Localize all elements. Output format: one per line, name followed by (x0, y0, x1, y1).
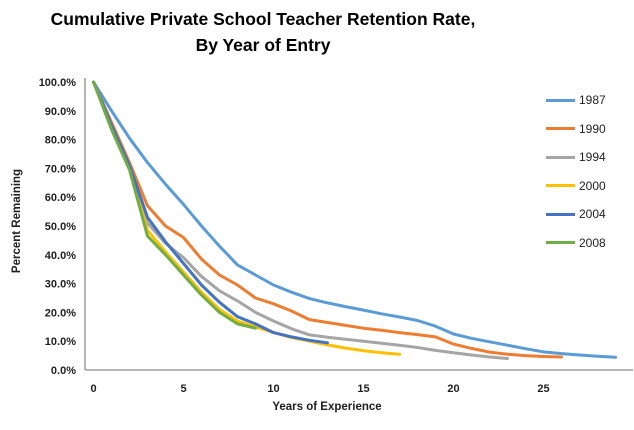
y-tick-label: 10.0% (45, 336, 76, 348)
legend-item-2008: 2008 (546, 229, 606, 258)
x-tick-label: 20 (447, 383, 459, 395)
legend-label-2004: 2004 (579, 207, 606, 222)
series-line-2008 (92, 80, 257, 330)
y-tick-label: 100.0% (39, 77, 77, 89)
series-line-1987 (92, 80, 617, 359)
chart-title-line2: By Year of Entry (195, 35, 331, 55)
series-line-1994 (92, 80, 509, 360)
y-tick-label: 70.0% (45, 163, 76, 175)
y-tick-label: 40.0% (45, 250, 76, 262)
x-tick-label: 10 (267, 383, 279, 395)
legend-label-2008: 2008 (579, 235, 606, 250)
legend-label-1987: 1987 (579, 93, 606, 108)
legend-label-1990: 1990 (579, 121, 606, 136)
legend-swatch-1990 (546, 127, 575, 131)
legend-item-2000: 2000 (546, 172, 606, 201)
legend-swatch-1987 (546, 98, 575, 102)
y-tick-label: 80.0% (45, 135, 76, 147)
chart-title-line1: Cumulative Private School Teacher Retent… (50, 9, 476, 29)
legend-item-1994: 1994 (546, 143, 606, 172)
x-tick-label: 25 (537, 383, 549, 395)
y-tick-label: 20.0% (45, 307, 76, 319)
series-line-2000 (92, 80, 401, 356)
legend-swatch-2008 (546, 241, 575, 245)
legend-swatch-1994 (546, 155, 575, 159)
series-line-2004 (92, 80, 329, 345)
legend-label-2000: 2000 (579, 178, 606, 193)
x-tick-label: 5 (180, 383, 186, 395)
chart-title: Cumulative Private School Teacher Retent… (0, 6, 526, 58)
x-axis-title: Years of Experience (272, 401, 382, 413)
legend-swatch-2004 (546, 212, 575, 216)
y-tick-label: 0.0% (51, 365, 76, 377)
legend: 1987 1990 1994 2000 2004 2008 (546, 86, 606, 257)
y-tick-label: 60.0% (45, 192, 76, 204)
legend-swatch-2000 (546, 184, 575, 188)
legend-item-1987: 1987 (546, 86, 606, 115)
y-tick-label: 50.0% (45, 221, 76, 233)
x-tick-label: 15 (357, 383, 369, 395)
legend-item-2004: 2004 (546, 200, 606, 229)
x-tick-label: 0 (90, 383, 96, 395)
legend-item-1990: 1990 (546, 115, 606, 144)
y-tick-label: 30.0% (45, 279, 76, 291)
y-tick-label: 90.0% (45, 106, 76, 118)
legend-label-1994: 1994 (579, 150, 606, 165)
series-line-1990 (92, 80, 563, 359)
